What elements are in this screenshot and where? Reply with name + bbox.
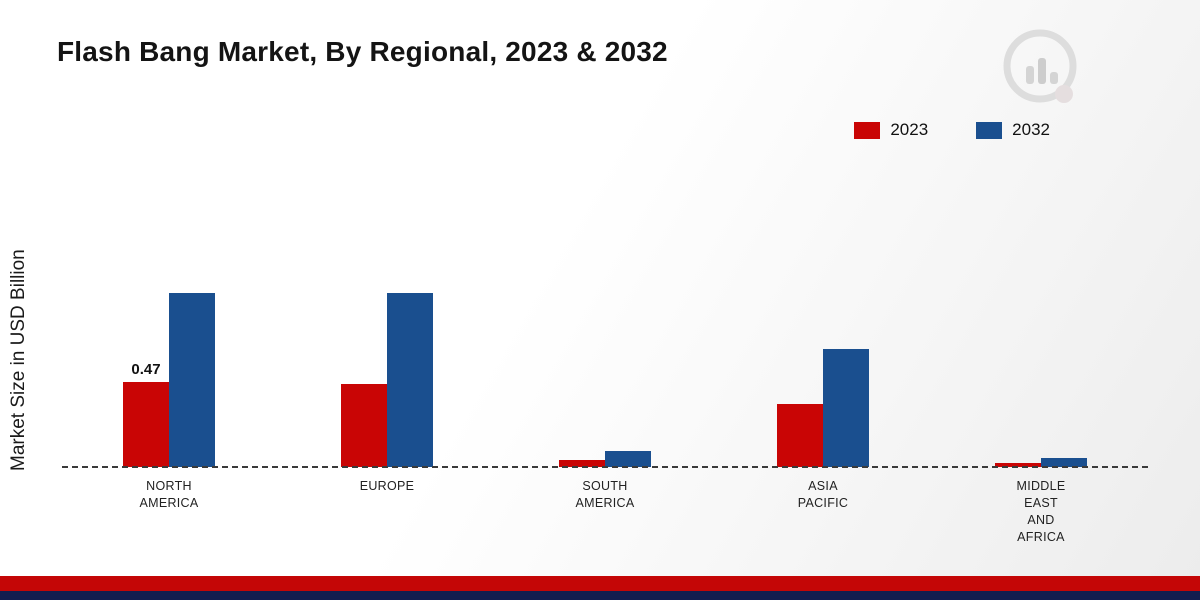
logo-dot-icon	[1055, 85, 1073, 103]
bar-2032	[169, 293, 215, 467]
logo-circle-icon	[1003, 29, 1077, 103]
category-label: MIDDLE EAST AND AFRICA	[1016, 479, 1066, 544]
legend: 2023 2032	[854, 120, 1050, 140]
legend-swatch-2032-icon	[976, 121, 1003, 139]
bar-group	[559, 451, 651, 467]
bar-2032	[823, 349, 869, 467]
legend-label-2032: 2032	[1012, 120, 1050, 139]
y-axis-label: Market Size in USD Billion	[8, 249, 29, 471]
category-label: SOUTH AMERICA	[575, 479, 635, 510]
bar-data-label: 0.47	[131, 361, 161, 378]
category-label: NORTH AMERICA	[139, 479, 199, 510]
bar-group	[341, 293, 433, 467]
legend-item-2023: 2023	[854, 120, 928, 140]
bar-2023	[559, 460, 605, 467]
legend-label-2023: 2023	[890, 120, 929, 139]
bar-2023	[995, 463, 1041, 467]
footer-red-strip	[0, 576, 1200, 591]
category-axis: NORTH AMERICA EUROPE SOUTH AMERICA ASIA PAC…	[60, 478, 1150, 546]
page-title: Flash Bang Market, By Regional, 2023 & 2…	[57, 36, 668, 67]
bar-2023	[777, 404, 823, 467]
bar-2032	[387, 293, 433, 467]
bar-2023	[341, 384, 387, 467]
bar-group: 0.47	[123, 293, 215, 467]
bar-group	[995, 458, 1087, 467]
zero-baseline	[62, 466, 1148, 468]
legend-swatch-2023-icon	[854, 121, 881, 139]
footer-navy-strip	[0, 591, 1200, 600]
bar-group	[777, 349, 869, 467]
bar-2032	[1041, 458, 1087, 467]
brand-logo	[1002, 28, 1082, 118]
category-label: ASIA PACIFIC	[797, 479, 849, 510]
plot-area: 0.47	[60, 277, 1150, 467]
legend-item-2032: 2032	[976, 120, 1050, 140]
bar-2023	[123, 382, 169, 467]
category-label: EUROPE	[359, 479, 415, 493]
bar-2032	[605, 451, 651, 467]
